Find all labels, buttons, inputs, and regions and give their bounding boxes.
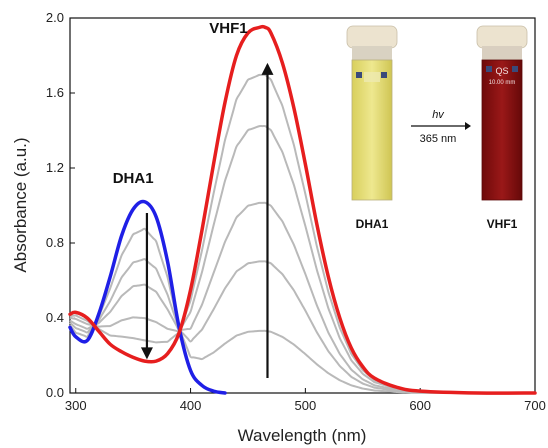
vhf1-cuvette-photo: QS 10.00 mm (476, 25, 528, 201)
intermediate-spectrum-line (69, 258, 535, 395)
dha1-cuvette-photo (346, 25, 398, 201)
plot-area (69, 17, 536, 394)
dha1-curve-label: DHA1 (113, 170, 154, 187)
intermediate-spectrum-line (69, 227, 535, 394)
x-tick-label: 600 (409, 398, 431, 413)
change-arrow-head-down (140, 347, 153, 360)
cuvette-cap-subtext: 10.00 mm (489, 80, 516, 86)
x-tick-label: 700 (524, 398, 546, 413)
y-tick-label: 1.2 (46, 160, 64, 175)
inset-photos: QS 10.00 mm hv 365 nm DHA1 VHF1 (346, 25, 528, 231)
dha1-vial-label: DHA1 (356, 217, 389, 231)
y-tick-label: 1.6 (46, 85, 64, 100)
arrow-layer (140, 62, 274, 378)
vhf1-curve-label: VHF1 (209, 20, 247, 37)
change-arrow-head-up (261, 62, 274, 75)
x-tick-label: 400 (180, 398, 202, 413)
vhf1-vial-label: VHF1 (487, 217, 518, 231)
cuvette-cap-text: QS (495, 66, 508, 76)
y-tick-label: 0.8 (46, 235, 64, 250)
x-tick-label: 300 (65, 398, 87, 413)
y-tick-label: 0.0 (46, 385, 64, 400)
y-tick-label: 0.4 (46, 310, 64, 325)
x-axis-ticks: 300 400 500 600 700 (65, 388, 546, 413)
y-axis-title: Absorbance (a.u.) (11, 137, 30, 272)
y-tick-label: 2.0 (46, 10, 64, 25)
x-axis-title: Wavelength (nm) (238, 426, 367, 445)
reaction-arrow-top-text: hv (432, 109, 445, 121)
y-axis-ticks: 0.0 0.4 0.8 1.2 1.6 2.0 (46, 10, 75, 400)
x-tick-label: 500 (295, 398, 317, 413)
vhf1-spectrum-line (68, 24, 537, 395)
reaction-arrow-bottom-text: 365 nm (420, 133, 457, 145)
reaction-arrow-head (465, 122, 471, 130)
dha1-spectrum-line (68, 199, 227, 395)
series-layer (68, 24, 537, 395)
